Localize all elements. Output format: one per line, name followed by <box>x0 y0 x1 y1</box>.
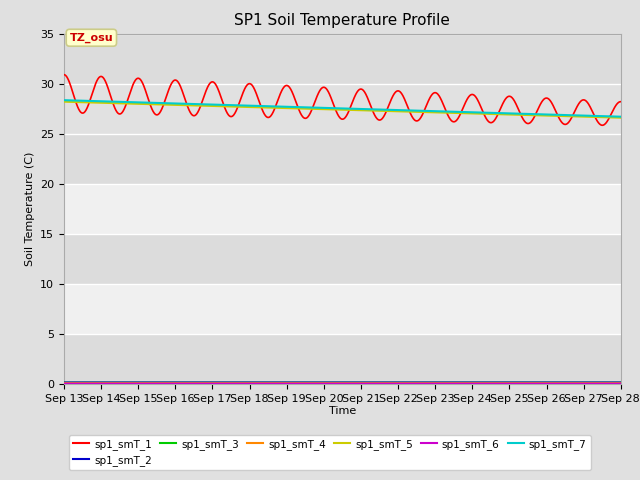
sp1_smT_1 <box>60 72 68 78</box>
sp1_smT_1 <box>617 99 625 105</box>
sp1_smT_1 <box>170 77 178 83</box>
sp1_smT_2 <box>429 379 436 385</box>
sp1_smT_3 <box>184 380 191 385</box>
sp1_smT_3 <box>246 380 254 385</box>
Bar <box>64 84 621 134</box>
sp1_smT_7 <box>502 110 509 116</box>
sp1_smT_7 <box>429 108 436 114</box>
sp1_smT_4 <box>184 380 191 386</box>
sp1_smT_6 <box>429 381 436 386</box>
Bar <box>64 234 621 284</box>
sp1_smT_5 <box>617 115 625 120</box>
sp1_smT_1 <box>598 122 606 128</box>
sp1_smT_5 <box>184 102 191 108</box>
sp1_smT_2 <box>184 379 191 385</box>
sp1_smT_2 <box>170 379 178 385</box>
sp1_smT_2 <box>60 379 68 385</box>
sp1_smT_6 <box>551 381 559 386</box>
sp1_smT_6 <box>184 381 191 386</box>
sp1_smT_4 <box>551 380 559 386</box>
sp1_smT_7 <box>551 112 559 118</box>
sp1_smT_7 <box>170 101 178 107</box>
sp1_smT_4 <box>60 380 68 386</box>
sp1_smT_1 <box>551 106 559 111</box>
sp1_smT_4 <box>429 380 436 386</box>
sp1_smT_3 <box>551 380 559 385</box>
Bar <box>64 134 621 184</box>
sp1_smT_6 <box>617 381 625 386</box>
sp1_smT_5 <box>502 111 509 117</box>
Text: TZ_osu: TZ_osu <box>70 33 113 43</box>
Bar <box>64 284 621 334</box>
sp1_smT_2 <box>502 379 509 385</box>
sp1_smT_1 <box>429 91 436 96</box>
sp1_smT_3 <box>170 380 178 385</box>
sp1_smT_3 <box>429 380 436 385</box>
Line: sp1_smT_7: sp1_smT_7 <box>64 100 621 117</box>
Bar <box>64 184 621 234</box>
Line: sp1_smT_5: sp1_smT_5 <box>64 102 621 118</box>
sp1_smT_3 <box>60 380 68 385</box>
sp1_smT_7 <box>246 103 254 108</box>
sp1_smT_5 <box>60 99 68 105</box>
sp1_smT_5 <box>246 104 254 110</box>
sp1_smT_1 <box>246 81 254 86</box>
Bar <box>64 334 621 384</box>
sp1_smT_7 <box>617 114 625 120</box>
sp1_smT_6 <box>502 381 509 386</box>
sp1_smT_2 <box>617 379 625 385</box>
sp1_smT_6 <box>60 381 68 386</box>
Title: SP1 Soil Temperature Profile: SP1 Soil Temperature Profile <box>234 13 451 28</box>
sp1_smT_2 <box>246 379 254 385</box>
sp1_smT_6 <box>246 381 254 386</box>
Y-axis label: Soil Temperature (C): Soil Temperature (C) <box>24 152 35 266</box>
sp1_smT_2 <box>551 379 559 385</box>
sp1_smT_4 <box>617 380 625 386</box>
sp1_smT_6 <box>170 381 178 386</box>
sp1_smT_5 <box>429 109 436 115</box>
Bar <box>64 34 621 84</box>
Legend: sp1_smT_1, sp1_smT_2, sp1_smT_3, sp1_smT_4, sp1_smT_5, sp1_smT_6, sp1_smT_7: sp1_smT_1, sp1_smT_2, sp1_smT_3, sp1_smT… <box>69 435 591 470</box>
sp1_smT_1 <box>502 96 509 102</box>
X-axis label: Time: Time <box>329 407 356 417</box>
sp1_smT_5 <box>551 113 559 119</box>
sp1_smT_3 <box>617 380 625 385</box>
sp1_smT_5 <box>170 102 178 108</box>
sp1_smT_3 <box>502 380 509 385</box>
sp1_smT_4 <box>502 380 509 386</box>
sp1_smT_7 <box>60 97 68 103</box>
sp1_smT_4 <box>246 380 254 386</box>
sp1_smT_7 <box>184 101 191 107</box>
Bar <box>64 84 621 134</box>
sp1_smT_4 <box>170 380 178 386</box>
sp1_smT_1 <box>184 104 191 110</box>
Line: sp1_smT_1: sp1_smT_1 <box>64 75 621 125</box>
